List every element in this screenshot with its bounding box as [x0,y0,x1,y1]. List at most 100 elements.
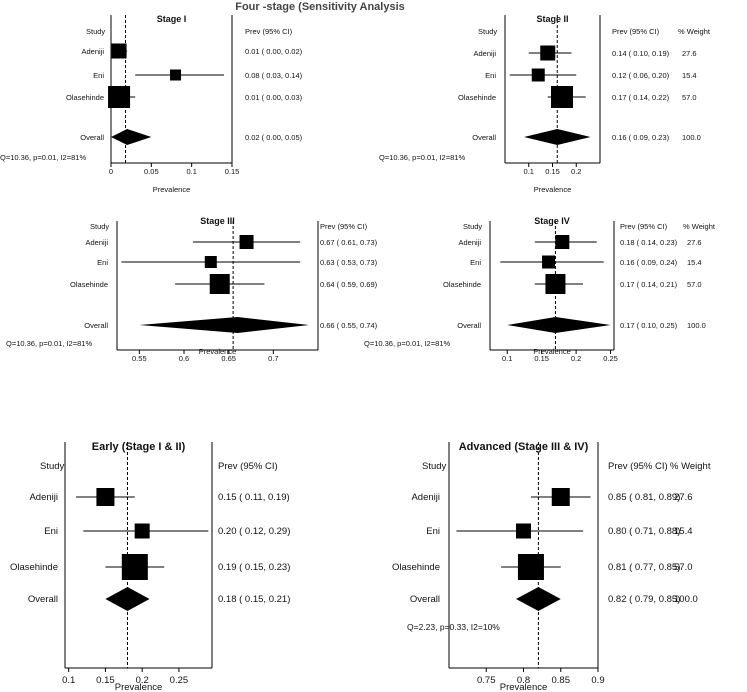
overall-weight: 100.0 [682,133,701,142]
study-weight: 27.6 [687,238,702,247]
study-estimate-marker [121,554,148,580]
x-tick-label: 0.85 [552,675,571,686]
header-study: Study [40,461,65,472]
study-label: Olasehinde [392,562,440,573]
panel-title: Stage IV [534,216,570,226]
study-label: Adeniji [473,49,496,58]
overall-weight: 100.0 [674,594,698,605]
overall-label: Overall [410,594,440,605]
forest-panel-3: 0.55 0.6 0.65 0.7 Prevalence Stage III Study Pr… [6,216,378,363]
header-study: Study [463,222,482,231]
header-prevalence: Prev (95% CI) [608,461,668,472]
study-estimate-marker [209,274,230,294]
overall-weight: 100.0 [687,321,706,330]
study-estimate-marker [516,523,531,539]
x-tick-label: 0.65 [221,354,236,363]
x-tick-label: 0.15 [96,675,115,686]
figure-title: Four -stage (Sensitivity Analysis [235,1,405,13]
study-ci-value: 0.17 ( 0.14, 0.22) [612,93,670,102]
overall-diamond [139,317,310,333]
study-weight: 15.4 [682,71,697,80]
x-tick-label: 0.2 [136,675,149,686]
study-ci-value: 0.16 ( 0.09, 0.24) [620,258,678,267]
x-tick-label: 0 [109,167,113,176]
heterogeneity-stats: Q=2.23, p=0.33, I2=10% [407,622,500,632]
x-tick-label: 0.2 [571,354,581,363]
x-tick-label: 0.55 [132,354,147,363]
study-label: Eni [93,71,104,80]
x-tick-label: 0.8 [517,675,530,686]
overall-ci-value: 0.17 ( 0.10, 0.25) [620,321,678,330]
x-tick-label: 0.75 [477,675,496,686]
study-label: Adeniji [85,238,108,247]
study-label: Olasehinde [70,280,108,289]
panel-title: Stage III [200,216,235,226]
overall-diamond [111,129,152,145]
x-tick-label: 0.15 [534,354,549,363]
heterogeneity-stats: Q=10.36, p=0.01, I2=81% [0,153,86,162]
study-label: Olasehinde [443,280,481,289]
study-weight: 57.0 [674,562,693,573]
x-axis-label: Prevalence [199,347,237,356]
study-label: Adeniji [411,492,440,503]
overall-diamond [105,587,150,611]
study-estimate-marker [96,488,115,506]
study-ci-value: 0.63 ( 0.53, 0.73) [320,258,378,267]
study-estimate-marker [531,68,545,82]
x-tick-label: 0.05 [144,167,159,176]
study-ci-value: 0.19 ( 0.15, 0.23) [218,562,290,573]
x-axis-label: Prevalence [500,682,548,692]
overall-ci-value: 0.66 ( 0.55, 0.74) [320,321,378,330]
study-label: Eni [44,526,58,537]
x-tick-label: 0.9 [591,675,604,686]
x-tick-label: 0.7 [268,354,278,363]
x-axis-label: Prevalence [153,185,191,194]
study-weight: 57.0 [687,280,702,289]
x-tick-label: 0.25 [603,354,618,363]
study-estimate-marker [551,86,573,108]
study-ci-value: 0.80 ( 0.71, 0.88) [608,526,680,537]
study-weight: 15.4 [674,526,693,537]
heterogeneity-stats: Q=10.36, p=0.01, I2=81% [379,153,465,162]
study-estimate-marker [555,235,570,249]
overall-ci-value: 0.16 ( 0.09, 0.23) [612,133,670,142]
study-estimate-marker [134,523,150,539]
study-label: Adeniji [81,47,104,56]
study-estimate-marker [542,255,556,269]
overall-diamond [507,317,611,333]
study-ci-value: 0.18 ( 0.14, 0.23) [620,238,678,247]
x-tick-label: 0.1 [186,167,196,176]
header-weight: % Weight [678,27,711,36]
study-ci-value: 0.17 ( 0.14, 0.21) [620,280,678,289]
x-tick-label: 0.2 [571,167,581,176]
study-ci-value: 0.81 ( 0.77, 0.85) [608,562,680,573]
study-weight: 57.0 [682,93,697,102]
header-study: Study [422,461,447,472]
study-ci-value: 0.01 ( 0.00, 0.03) [245,93,303,102]
header-prevalence: Prev (95% CI) [245,27,293,36]
study-estimate-marker [517,554,544,580]
study-ci-value: 0.85 ( 0.81, 0.89) [608,492,680,503]
header-study: Study [90,222,109,231]
panel-title: Stage II [536,14,568,24]
x-tick-label: 0.25 [170,675,189,686]
overall-ci-value: 0.18 ( 0.15, 0.21) [218,594,290,605]
study-weight: 27.6 [682,49,697,58]
overall-diamond [524,129,591,145]
study-label: Olasehinde [10,562,58,573]
forest-panel-1: 0 0.05 0.1 0.15 Prevalence Stage I Study Prev (… [0,14,303,194]
panel-title: Stage I [157,14,187,24]
study-label: Eni [426,526,440,537]
overall-label: Overall [80,133,104,142]
forest-panel-6: 0.75 0.8 0.85 0.9 Prevalence Advanced (Stage … [392,441,711,692]
x-tick-label: 0.1 [62,675,75,686]
x-axis-label: Prevalence [533,347,571,356]
study-ci-value: 0.12 ( 0.06, 0.20) [612,71,670,80]
study-label: Adeniji [458,238,481,247]
header-prevalence: Prev (95% CI) [612,27,660,36]
study-weight: 15.4 [687,258,702,267]
header-study: Study [478,27,497,36]
study-estimate-marker [551,488,570,506]
x-tick-label: 0.15 [225,167,240,176]
forest-panel-2: 0.1 0.15 0.2 Prevalence Stage II Study Prev (9… [379,14,711,194]
